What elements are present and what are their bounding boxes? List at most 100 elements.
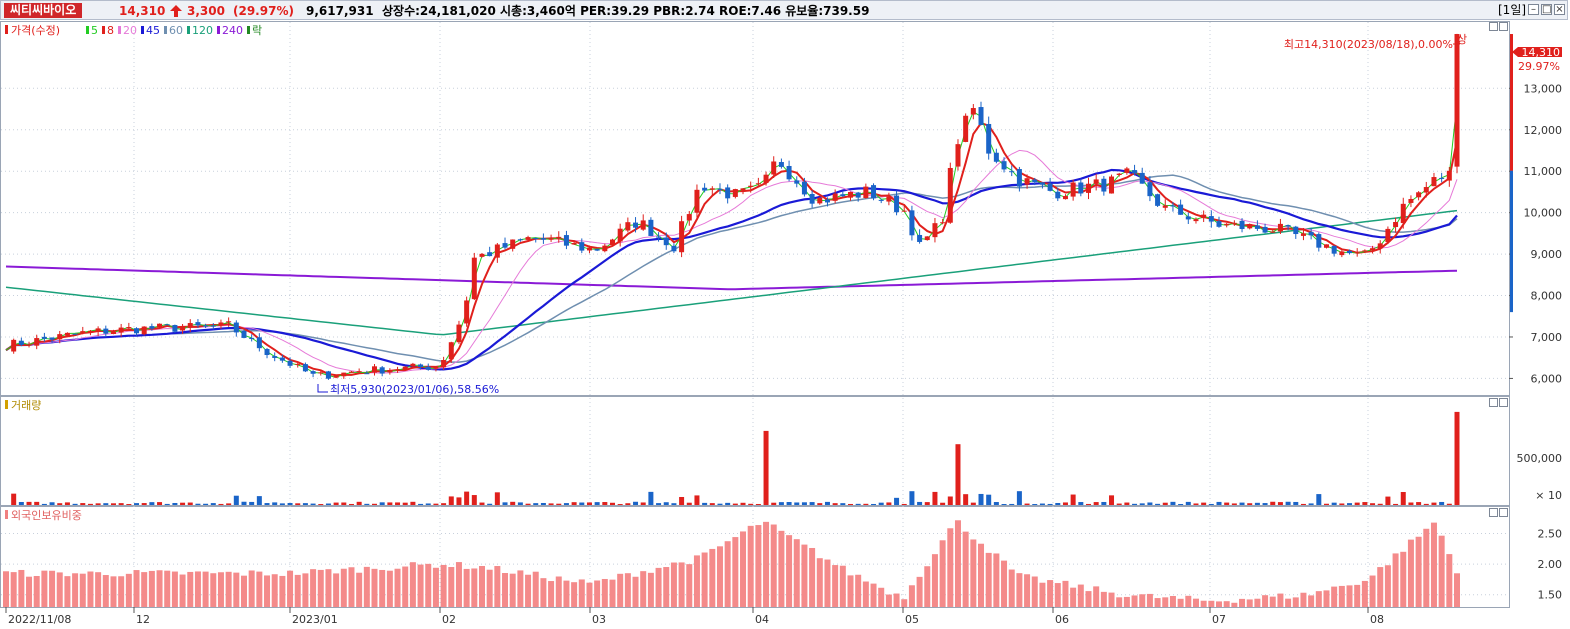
foreign-ratio-bar <box>594 580 601 607</box>
candle-body <box>1170 205 1176 207</box>
volume-bar <box>1439 501 1445 505</box>
current-price: 14,310 <box>119 4 166 18</box>
ma-legend-swatch <box>86 26 89 34</box>
x-tick-label: 03 <box>592 613 606 626</box>
foreign-ratio-bar <box>893 593 900 607</box>
volume-bar <box>656 503 662 505</box>
price-tick-label: 10,000 <box>1524 207 1563 220</box>
foreign-ratio-bar <box>26 576 33 607</box>
volume-bar <box>318 504 324 505</box>
foreign-ratio-bar <box>1070 587 1077 607</box>
ma-legend-label: 락 <box>252 24 262 37</box>
foreign-ratio-bar <box>225 571 232 607</box>
volume-bar <box>763 430 769 505</box>
volume-bar <box>164 503 170 505</box>
volume-bar <box>1247 503 1253 505</box>
price-panel-buttons[interactable] <box>1489 22 1508 31</box>
volume-bar <box>1024 503 1030 505</box>
foreign-ratio-bar <box>356 572 363 607</box>
candle-body <box>157 323 163 328</box>
candle-body <box>233 322 239 333</box>
candle-body <box>763 174 769 183</box>
volume-bar <box>1039 503 1045 505</box>
volume-panel[interactable] <box>0 396 1510 506</box>
panel-minimize-icon[interactable] <box>1489 22 1498 31</box>
foreign-ratio-bar <box>1185 595 1192 607</box>
panel-minimize-icon[interactable] <box>1489 398 1498 407</box>
foreign-ratio-bar <box>1331 586 1338 607</box>
foreign-ratio-bar <box>747 525 754 607</box>
foreign-ratio-bar <box>816 558 823 607</box>
volume-bar <box>894 497 900 505</box>
candle-body <box>226 321 232 323</box>
candle-body <box>894 195 900 213</box>
volume-bar <box>840 503 846 505</box>
candle-body <box>249 338 255 340</box>
volume-bar <box>49 502 55 505</box>
foreign-ratio-bar <box>18 569 25 607</box>
volume-bar <box>1170 501 1176 505</box>
volume-bar <box>134 503 140 505</box>
volume-bar <box>1308 503 1314 505</box>
foreign-ratio-bar <box>1239 598 1246 607</box>
candle-body <box>264 348 270 356</box>
candle-body <box>878 199 884 201</box>
candle-body <box>556 236 562 239</box>
foreign-ratio-bar <box>862 581 869 607</box>
candle-body <box>1431 177 1437 187</box>
volume-panel-buttons[interactable] <box>1489 398 1508 407</box>
candle-body <box>932 223 938 238</box>
candle-body <box>110 331 116 334</box>
foreign-ratio-bar <box>1085 591 1092 607</box>
foreign-ratio-bar <box>563 580 570 607</box>
candle-body <box>633 222 639 228</box>
volume-bar <box>556 503 562 505</box>
foreign-ratio-bar <box>371 568 378 607</box>
volume-bar <box>187 502 193 505</box>
panel-close-icon[interactable] <box>1499 508 1508 517</box>
foreign-ratio-bar <box>1354 584 1361 607</box>
volume-bar <box>832 503 838 505</box>
volume-bar <box>1116 503 1122 505</box>
foreign-panel-buttons[interactable] <box>1489 508 1508 517</box>
candle-body <box>1009 171 1015 173</box>
volume-bar <box>348 503 354 505</box>
candle-body <box>917 234 923 242</box>
foreign-ratio-bar <box>1131 595 1138 607</box>
ma-legend-label: 45 <box>146 24 160 37</box>
close-icon[interactable]: × <box>1554 4 1565 15</box>
candle-body <box>487 252 493 257</box>
candle-body <box>1001 161 1007 170</box>
candle-body <box>717 188 723 190</box>
ma-legend-label: 60 <box>169 24 183 37</box>
candle-body <box>1416 192 1422 198</box>
candle-body <box>187 323 193 328</box>
x-tick-label: 2023/01 <box>292 613 338 626</box>
candle-body <box>195 322 201 326</box>
foreign-ratio-bar <box>1262 595 1269 607</box>
price-panel[interactable] <box>0 21 1510 396</box>
candle-body <box>364 373 370 375</box>
maximize-icon[interactable]: □ <box>1541 4 1552 15</box>
volume-bar <box>494 492 500 505</box>
foreign-ratio-bar <box>340 568 347 607</box>
foreign-ratio-bar <box>1169 596 1176 607</box>
x-tick-label: 08 <box>1370 613 1384 626</box>
foreign-ratio-bar <box>1377 567 1384 607</box>
foreign-ratio-bar <box>548 581 555 607</box>
volume-bar <box>702 502 708 505</box>
foreign-ratio-bar <box>532 571 539 607</box>
stock-name[interactable]: 씨티씨바이오 <box>4 3 83 18</box>
candle-body <box>395 369 401 371</box>
candle-body <box>648 219 654 236</box>
candle-body <box>341 372 347 377</box>
panel-minimize-icon[interactable] <box>1489 508 1498 517</box>
period-selector[interactable]: [1일] <box>1498 3 1527 17</box>
candle-body <box>18 340 24 345</box>
minimize-icon[interactable]: – <box>1528 4 1539 15</box>
panel-close-icon[interactable] <box>1499 398 1508 407</box>
candle-body <box>1062 196 1068 200</box>
volume-bar <box>725 502 731 505</box>
panel-close-icon[interactable] <box>1499 22 1508 31</box>
